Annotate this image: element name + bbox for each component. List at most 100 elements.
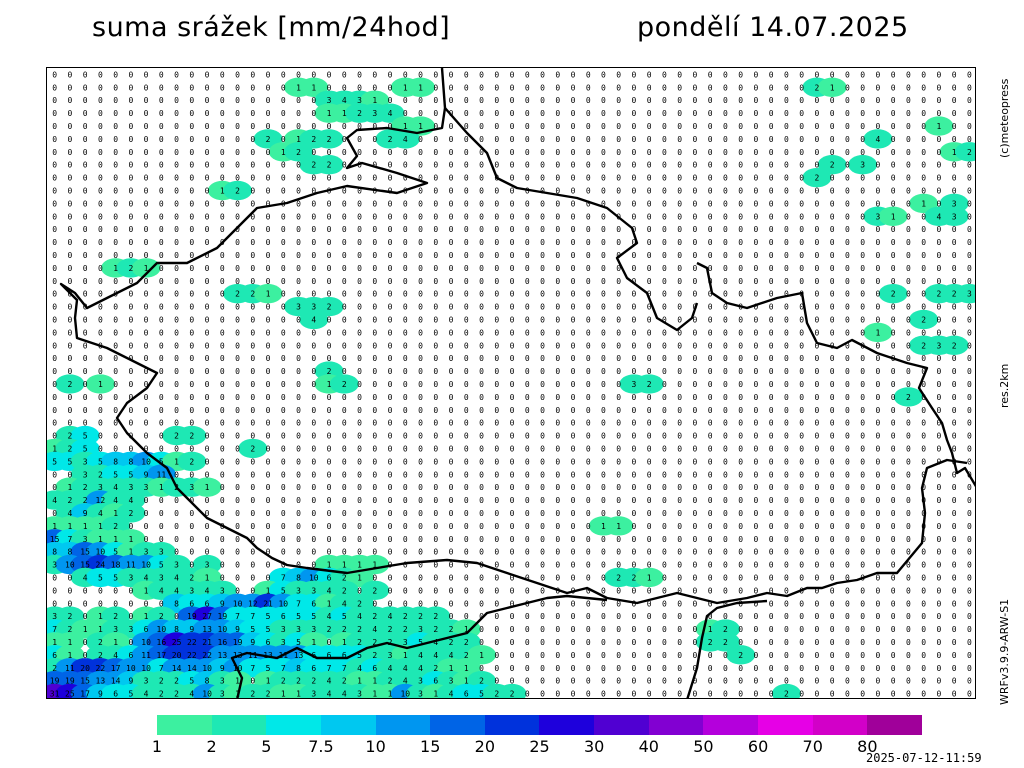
grid-value: 5	[281, 586, 286, 595]
grid-value: 2	[266, 135, 271, 144]
grid-value: 0	[936, 380, 941, 389]
grid-value: 0	[205, 393, 210, 402]
grid-value: 0	[571, 573, 576, 582]
grid-value: 0	[936, 393, 941, 402]
grid-value: 0	[449, 238, 454, 247]
grid-value: 0	[586, 199, 591, 208]
grid-value: 0	[357, 457, 362, 466]
grid-value: 3	[327, 96, 332, 105]
grid-value: 0	[494, 148, 499, 157]
grid-value: 0	[952, 225, 957, 234]
grid-value: 0	[449, 290, 454, 299]
grid-value: 0	[281, 444, 286, 453]
grid-value: 0	[525, 393, 530, 402]
grid-value: 5	[113, 548, 118, 557]
grid-value: 0	[189, 96, 194, 105]
grid-value: 0	[647, 509, 652, 518]
grid-value: 0	[67, 251, 72, 260]
legend-label: 80	[857, 737, 878, 756]
grid-value: 0	[525, 406, 530, 415]
grid-value: 0	[510, 225, 515, 234]
grid-value: 0	[769, 457, 774, 466]
grid-value: 4	[189, 690, 194, 699]
border-north	[59, 68, 968, 605]
grid-value: 0	[510, 535, 515, 544]
grid-value: 0	[98, 290, 103, 299]
grid-value: 0	[418, 174, 423, 183]
grid-value: 0	[601, 509, 606, 518]
grid-value: 0	[845, 599, 850, 608]
grid-value: 0	[311, 238, 316, 247]
grid-value: 0	[98, 225, 103, 234]
grid-value: 10	[202, 664, 212, 673]
grid-value: 0	[952, 599, 957, 608]
grid-value: 0	[616, 96, 621, 105]
grid-value: 0	[830, 535, 835, 544]
grid-value: 1	[67, 651, 72, 660]
grid-value: 20	[80, 664, 90, 673]
grid-value: 0	[311, 354, 316, 363]
grid-value: 0	[723, 277, 728, 286]
grid-value: 0	[250, 303, 255, 312]
grid-value: 0	[784, 393, 789, 402]
grid-value: 0	[967, 393, 972, 402]
grid-value: 4	[342, 599, 347, 608]
grid-value: 0	[98, 264, 103, 273]
grid-value: 0	[250, 561, 255, 570]
grid-value: 0	[235, 109, 240, 118]
grid-value: 0	[357, 303, 362, 312]
grid-value: 0	[494, 238, 499, 247]
grid-value: 0	[754, 303, 759, 312]
grid-value: 0	[464, 548, 469, 557]
grid-value: 0	[906, 290, 911, 299]
grid-value: 8	[205, 677, 210, 686]
grid-value: 0	[601, 277, 606, 286]
grid-value: 0	[754, 419, 759, 428]
grid-value: 0	[693, 496, 698, 505]
grid-value: 1	[266, 586, 271, 595]
grid-value: 0	[952, 96, 957, 105]
grid-value: 0	[555, 522, 560, 531]
grid-value: 0	[555, 83, 560, 92]
grid-value: 0	[723, 651, 728, 660]
grid-value: 0	[815, 367, 820, 376]
grid-value: 0	[632, 135, 637, 144]
grid-value: 0	[601, 612, 606, 621]
grid-value: 0	[936, 457, 941, 466]
grid-value: 0	[891, 470, 896, 479]
grid-value: 0	[159, 187, 164, 196]
grid-value: 0	[769, 70, 774, 79]
grid-value: 0	[144, 225, 149, 234]
grid-value: 0	[906, 470, 911, 479]
grid-value: 0	[754, 199, 759, 208]
grid-value: 0	[418, 380, 423, 389]
grid-value: 0	[555, 457, 560, 466]
grid-value: 0	[906, 677, 911, 686]
grid-value: 0	[586, 432, 591, 441]
grid-value: 0	[189, 161, 194, 170]
grid-value: 0	[799, 70, 804, 79]
grid-value: 0	[708, 664, 713, 673]
grid-value: 0	[128, 341, 133, 350]
legend-label: 50	[693, 737, 714, 756]
grid-value: 6	[372, 664, 377, 673]
grid-value: 0	[220, 174, 225, 183]
grid-value: 0	[967, 651, 972, 660]
grid-value: 0	[754, 406, 759, 415]
grid-value: 0	[83, 586, 88, 595]
grid-value: 0	[113, 161, 118, 170]
grid-value: 0	[967, 354, 972, 363]
grid-value: 0	[891, 83, 896, 92]
grid-value: 0	[510, 483, 515, 492]
grid-value: 0	[769, 483, 774, 492]
grid-value: 0	[113, 406, 118, 415]
grid-value: 0	[327, 535, 332, 544]
grid-value: 0	[372, 135, 377, 144]
grid-value: 0	[723, 432, 728, 441]
grid-value: 0	[723, 264, 728, 273]
grid-value: 0	[891, 341, 896, 350]
grid-value: 0	[357, 341, 362, 350]
grid-value: 0	[632, 303, 637, 312]
grid-value: 2	[372, 638, 377, 647]
grid-value: 0	[128, 406, 133, 415]
